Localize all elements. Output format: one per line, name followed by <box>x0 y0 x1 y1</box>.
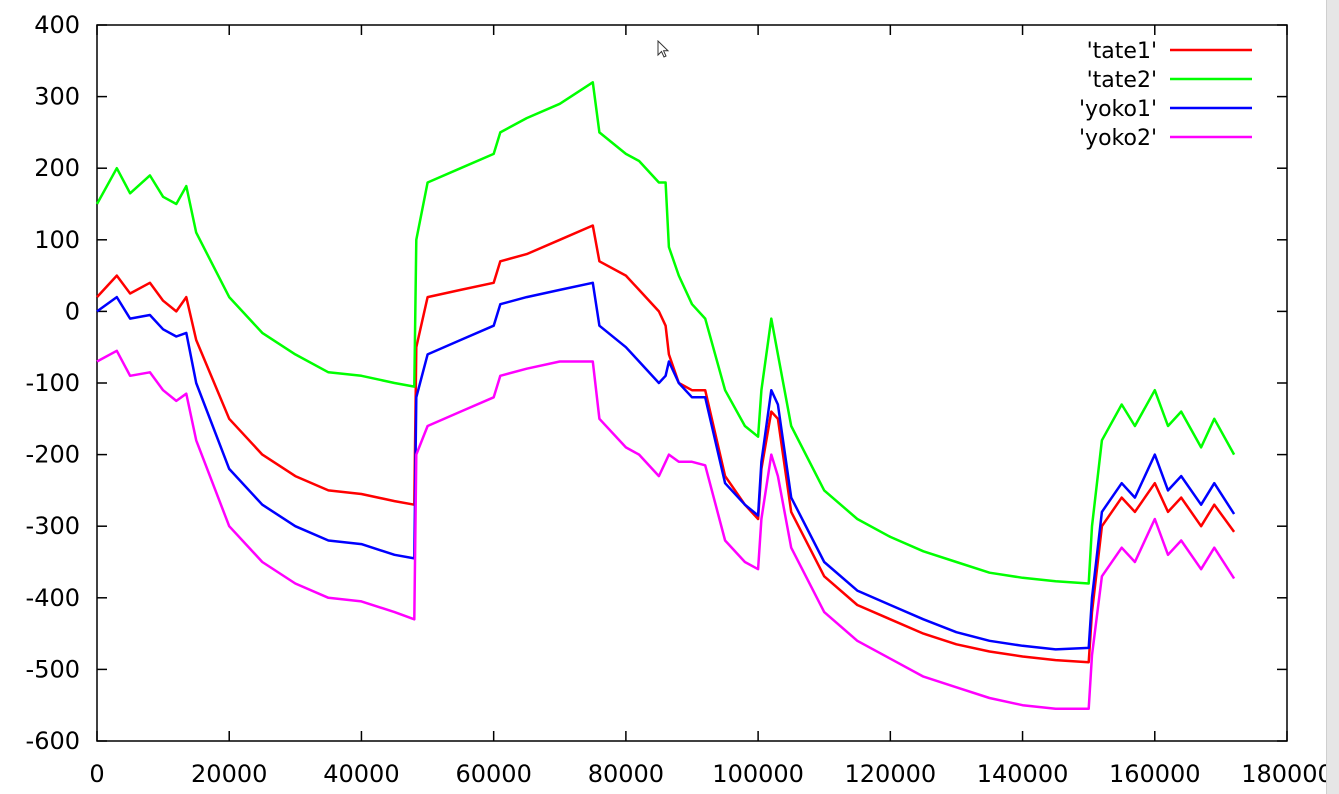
mouse-pointer-icon <box>657 40 670 58</box>
x-tick-label: 100000 <box>712 760 804 788</box>
x-tick-label: 140000 <box>977 760 1069 788</box>
y-tick-label: 0 <box>65 297 80 325</box>
series-line-2 <box>95 81 1236 585</box>
legend-label: 'tate1' <box>1087 39 1157 64</box>
x-tick-labels: 0 20000 40000 60000 80000 100000 120000 140000 1… <box>89 760 1332 788</box>
x-tick-label: 120000 <box>845 760 937 788</box>
legend: 'tate1' 'tate2' 'yoko1' 'yoko2' <box>1079 39 1252 151</box>
y-tick-label: -400 <box>26 584 80 612</box>
y-tick-label: -500 <box>26 655 80 683</box>
legend-label: 'tate2' <box>1087 68 1157 93</box>
x-tick-label: 0 <box>89 760 104 788</box>
y-tick-label: -200 <box>26 441 80 469</box>
legend-label: 'yoko2' <box>1079 126 1157 151</box>
series-line-3 <box>96 281 1236 651</box>
y-tick-label: 100 <box>34 226 80 254</box>
y-tick-labels: -600 -500 -400 -300 -200 -100 0 100 200 300 400 <box>26 11 80 755</box>
x-tick-label: 20000 <box>191 760 267 788</box>
x-tick-label: 80000 <box>588 760 664 788</box>
y-tick-label: 300 <box>34 83 80 111</box>
series-line-4 <box>96 349 1236 711</box>
x-tick-label: 60000 <box>455 760 531 788</box>
x-tick-label: 160000 <box>1109 760 1201 788</box>
legend-label: 'yoko1' <box>1079 97 1157 122</box>
series-lines <box>95 81 1236 711</box>
series-line-1 <box>96 224 1236 664</box>
y-tick-label: 200 <box>34 154 80 182</box>
y-tick-label: -100 <box>26 369 80 397</box>
x-tick-label: 180000 <box>1241 760 1333 788</box>
window-edge <box>1326 0 1339 794</box>
y-tick-label: -300 <box>26 512 80 540</box>
y-tick-label: 400 <box>34 11 80 39</box>
y-tick-label: -600 <box>26 727 80 755</box>
x-tick-label: 40000 <box>323 760 399 788</box>
axis-ticks <box>96 24 1288 742</box>
